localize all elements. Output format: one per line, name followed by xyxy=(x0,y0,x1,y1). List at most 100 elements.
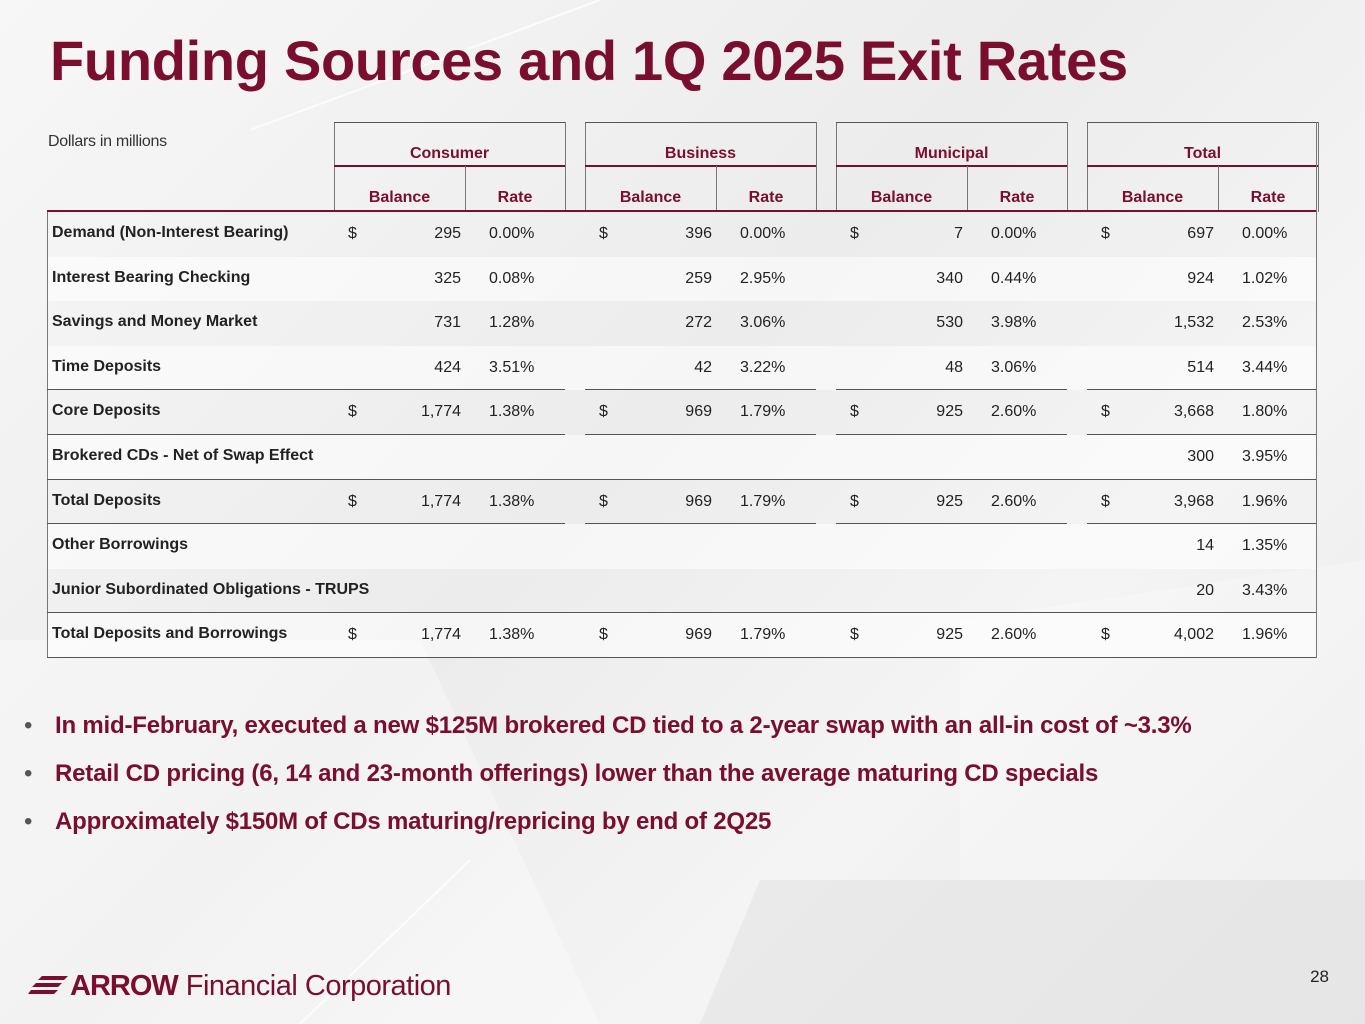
currency-symbol: $ xyxy=(1101,492,1110,510)
rate-value: 2.53% xyxy=(1242,314,1288,332)
group-underline xyxy=(585,165,816,167)
balance-value: 1,532 xyxy=(1173,314,1214,332)
row-separator xyxy=(585,389,816,391)
table-left-border xyxy=(47,212,48,658)
bullet-text: In mid-February, executed a new $125M br… xyxy=(55,712,1192,739)
group-border xyxy=(334,122,335,212)
group-border xyxy=(1087,122,1088,212)
rate-value: 1.79% xyxy=(740,492,786,510)
rate-header: Rate xyxy=(748,189,784,206)
balance-value: 969 xyxy=(685,492,712,510)
bullet-text: Approximately $150M of CDs maturing/repr… xyxy=(55,808,772,835)
rate-value: 1.80% xyxy=(1242,403,1288,421)
row-label: Total Deposits xyxy=(52,491,162,509)
currency-symbol: $ xyxy=(599,403,608,421)
balance-header: Balance xyxy=(619,189,682,206)
row-label: Time Deposits xyxy=(52,357,162,375)
balance-value: 4,002 xyxy=(1173,626,1214,644)
balance-value xyxy=(836,569,963,613)
rate-value: 0.08% xyxy=(489,269,535,287)
balance-value: 325 xyxy=(434,269,461,287)
group-border xyxy=(585,122,586,212)
row-separator xyxy=(1087,389,1316,391)
row-label: Brokered CDs - Net of Swap Effect xyxy=(52,447,314,464)
balance-value: 697 xyxy=(1187,225,1214,242)
rate-value: 3.06% xyxy=(991,358,1037,376)
rate-value: 2.60% xyxy=(991,492,1037,510)
row-separator xyxy=(47,523,565,525)
group-border xyxy=(1318,122,1319,212)
balance-value: 1,774 xyxy=(420,626,461,644)
rate-value: 1.96% xyxy=(1242,626,1288,644)
currency-symbol: $ xyxy=(348,403,357,421)
bullet-item: • In mid-February, executed a new $125M b… xyxy=(22,702,1192,750)
group-top-line xyxy=(585,122,816,123)
balance-value: 731 xyxy=(434,314,461,332)
row-label: Demand (Non-Interest Bearing) xyxy=(52,224,289,241)
row-label: Total Deposits and Borrowings xyxy=(52,625,288,643)
balance-value: 42 xyxy=(694,358,712,376)
page-number: 28 xyxy=(1310,967,1329,986)
rate-value: 1.38% xyxy=(489,626,535,644)
rate-value: 3.51% xyxy=(489,358,535,376)
rate-value: 1.96% xyxy=(1242,492,1288,510)
balance-value xyxy=(334,569,461,613)
balance-value: 396 xyxy=(685,225,712,242)
rate-value: 1.02% xyxy=(1242,269,1288,287)
balance-value: 340 xyxy=(936,269,963,287)
rate-value: 3.43% xyxy=(1242,581,1288,599)
logo-word: ARROW xyxy=(70,969,179,1002)
row-separator xyxy=(47,434,565,435)
row-separator xyxy=(47,389,565,391)
row-band xyxy=(47,345,1316,391)
currency-symbol: $ xyxy=(850,626,859,644)
rate-header: Rate xyxy=(497,189,533,206)
currency-symbol: $ xyxy=(1101,626,1110,644)
balance-value xyxy=(585,569,712,613)
currency-symbol: $ xyxy=(599,626,608,644)
table-right-border xyxy=(1316,122,1317,658)
balance-value: 969 xyxy=(685,403,712,421)
rate-value: 0.00% xyxy=(991,225,1037,242)
balance-value: 20 xyxy=(1196,581,1214,599)
rate-value: 1.79% xyxy=(740,626,786,644)
balance-value: 925 xyxy=(936,492,963,510)
row-band xyxy=(47,435,1316,480)
row-separator xyxy=(836,523,1067,525)
row-separator xyxy=(585,434,816,435)
row-separator xyxy=(47,612,1316,614)
balance-value xyxy=(585,524,712,568)
group-header: Total xyxy=(1183,145,1222,162)
bullet-item: • Retail CD pricing (6, 14 and 23-month o… xyxy=(22,750,1192,798)
balance-value: 7 xyxy=(954,225,963,242)
balance-value xyxy=(836,435,963,479)
funding-table: Consumer Balance Rate Business Balance Rate Mu… xyxy=(47,122,1319,658)
group-underline xyxy=(1087,165,1318,167)
rate-value: 3.44% xyxy=(1242,358,1288,376)
rate-value: 1.38% xyxy=(489,403,535,421)
subheader-divider xyxy=(1218,166,1219,212)
bullet-text: Retail CD pricing (6, 14 and 23-month of… xyxy=(55,760,1099,787)
rate-value: 2.60% xyxy=(991,403,1037,421)
balance-header: Balance xyxy=(1121,189,1184,206)
rate-value: 0.00% xyxy=(489,225,535,242)
bullet-glyph: • xyxy=(24,808,33,835)
rate-value: 3.98% xyxy=(991,314,1037,332)
currency-symbol: $ xyxy=(348,492,357,510)
group-top-line xyxy=(334,122,565,123)
row-separator xyxy=(47,478,1316,480)
balance-value: 925 xyxy=(936,626,963,644)
row-separator xyxy=(1087,434,1316,435)
balance-value: 272 xyxy=(685,314,712,332)
company-logo: ARROW Financial Corporation xyxy=(28,966,451,1006)
currency-symbol: $ xyxy=(1101,225,1110,242)
group-border xyxy=(816,122,817,212)
balance-value: 3,668 xyxy=(1173,403,1214,421)
units-note: Dollars in millions xyxy=(48,133,167,150)
bullet-list: • In mid-February, executed a new $125M b… xyxy=(22,702,1192,846)
rate-value: 3.06% xyxy=(740,314,786,332)
balance-value: 514 xyxy=(1187,358,1214,376)
rate-value: 1.35% xyxy=(1242,537,1288,555)
rate-header: Rate xyxy=(1250,189,1286,206)
currency-symbol: $ xyxy=(850,492,859,510)
